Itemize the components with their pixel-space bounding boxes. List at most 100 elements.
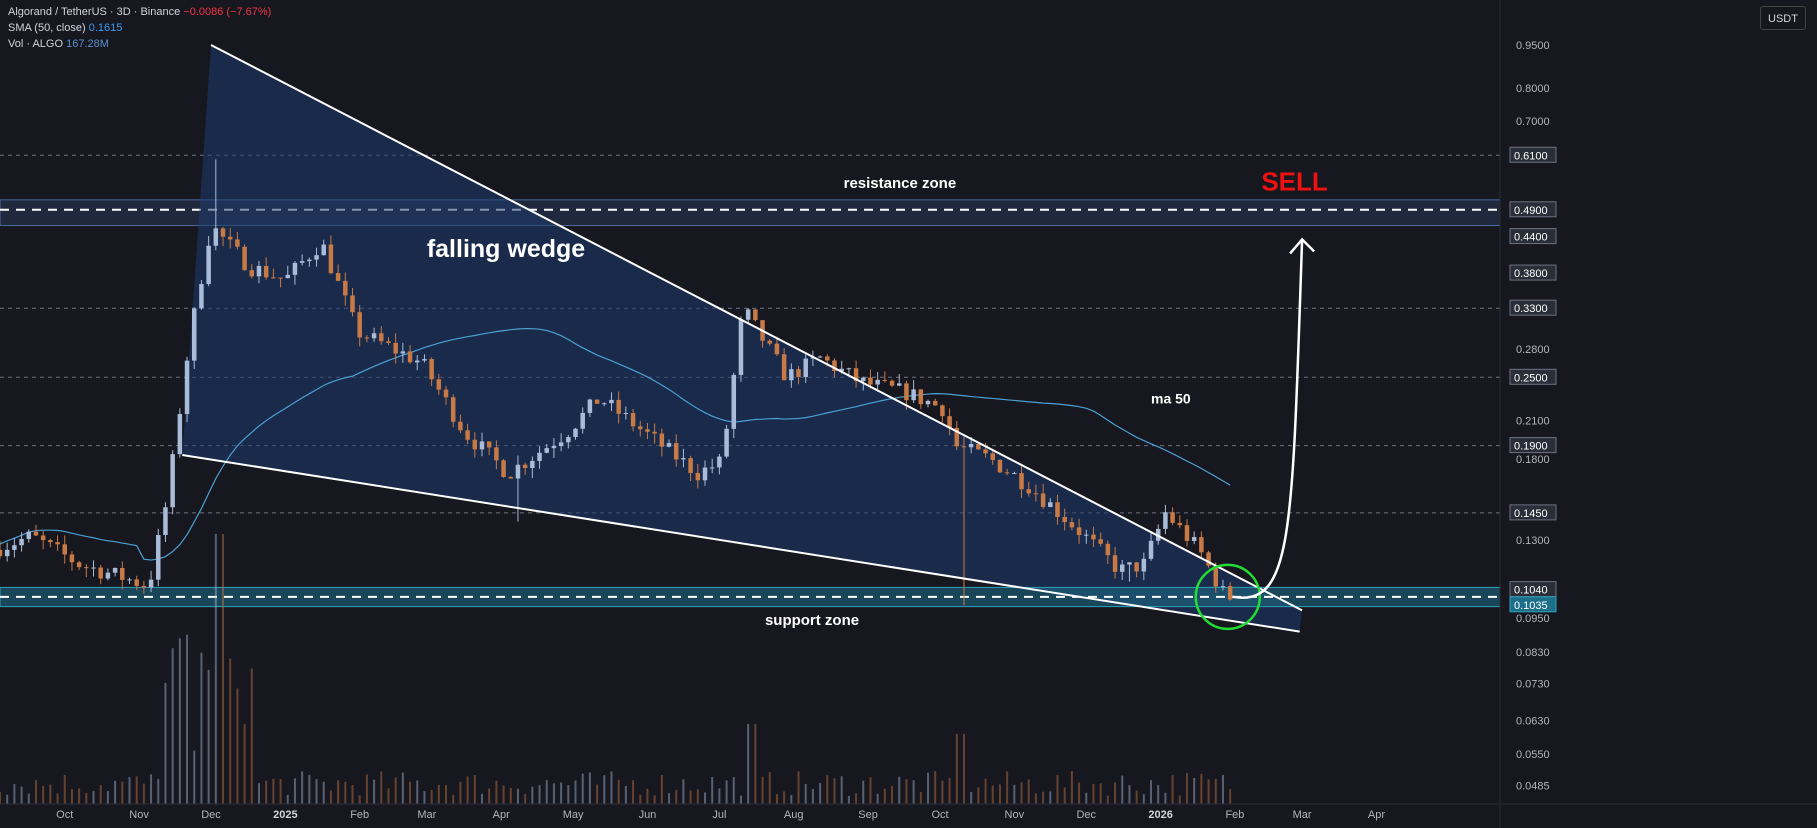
price-level-box	[1509, 596, 1557, 613]
price-tick: 0.7000	[1516, 116, 1550, 128]
volume-bar	[1150, 780, 1153, 804]
candle-body	[666, 443, 672, 447]
ma50-label: ma 50	[1151, 391, 1191, 407]
volume-bar	[0, 792, 1, 804]
candle-body	[695, 472, 701, 481]
candle-body	[1134, 562, 1139, 572]
candle-body	[191, 308, 197, 361]
candle-body	[990, 453, 996, 460]
candle-body	[112, 567, 118, 573]
candle-body	[1163, 512, 1168, 529]
volume-bar	[315, 779, 318, 804]
volume-bar	[1229, 789, 1232, 804]
volume-bar	[1056, 775, 1059, 804]
volume-bar	[92, 790, 95, 804]
candle-body	[832, 360, 837, 372]
candle-body	[407, 351, 413, 363]
candle-body	[904, 383, 909, 401]
price-tick: 0.9500	[1516, 40, 1550, 52]
volume-bar	[178, 638, 181, 804]
candle-body	[1069, 522, 1075, 528]
price-tick: 0.2800	[1516, 344, 1550, 356]
candle-body	[882, 379, 888, 381]
volume-bar	[747, 724, 750, 804]
volume-bar	[1221, 774, 1224, 804]
candle-body	[573, 428, 578, 438]
time-tick: Aug	[784, 809, 804, 821]
volume-bar	[1171, 775, 1174, 804]
price-level-box	[1509, 299, 1557, 316]
volume-bar	[301, 771, 304, 804]
price-level-box	[1509, 368, 1557, 385]
volume-bar	[1135, 790, 1138, 804]
candle-body	[40, 535, 46, 541]
time-tick: Feb	[350, 809, 369, 821]
volume-bar	[207, 669, 210, 804]
candle-body	[745, 309, 751, 320]
candle-body	[846, 368, 852, 370]
volume-bar	[1214, 778, 1217, 804]
candle-body	[796, 369, 801, 378]
candle-body	[285, 274, 291, 279]
volume-bar	[1185, 773, 1188, 804]
volume-bar	[696, 789, 699, 804]
candle-body	[781, 354, 787, 381]
volume-bar	[200, 652, 203, 804]
candle-body	[436, 379, 442, 390]
volume-layer	[0, 534, 1232, 804]
volume-bar	[387, 788, 390, 804]
volume-bar	[617, 779, 620, 804]
volume-bar	[409, 781, 412, 804]
volume-bar	[351, 785, 354, 804]
volume-bar	[1092, 784, 1095, 804]
time-tick: Apr	[1368, 809, 1385, 821]
currency-button[interactable]: USDT	[1760, 6, 1806, 30]
candle-body	[314, 255, 319, 260]
candle-body	[450, 397, 456, 422]
volume-bar	[380, 771, 383, 804]
volume-bar	[732, 777, 735, 804]
candle-body	[1033, 493, 1039, 495]
candle-body	[206, 245, 211, 285]
volume-bar	[934, 771, 937, 804]
candle-body	[1105, 543, 1111, 556]
candle-body	[48, 540, 53, 543]
time-tick: Apr	[493, 809, 510, 821]
candle-body	[932, 400, 938, 406]
volume-bar	[27, 793, 30, 804]
candle-body	[983, 449, 988, 454]
candle-body	[609, 399, 614, 404]
volume-bar	[682, 779, 685, 804]
price-level-label: 0.6100	[1514, 150, 1548, 162]
volume-bar	[257, 783, 260, 804]
volume-bar	[293, 778, 296, 804]
volume-bar	[430, 789, 433, 804]
candle-body	[594, 399, 600, 404]
candle-body	[587, 399, 593, 413]
volume-bar	[689, 790, 692, 804]
volume-bar	[243, 724, 246, 804]
candle-body	[1220, 586, 1226, 588]
volume-value: 167.28M	[66, 38, 109, 50]
candle-body	[263, 265, 269, 278]
volume-bar	[941, 780, 944, 804]
candle-body	[379, 333, 384, 342]
volume-bar	[704, 792, 706, 804]
volume-bar	[847, 795, 850, 804]
volume-bar	[603, 775, 606, 804]
time-tick: Feb	[1225, 809, 1244, 821]
price-tick: 0.0485	[1516, 781, 1550, 793]
price-level-box	[1509, 228, 1557, 245]
candle-body	[522, 464, 528, 468]
candle-body	[1119, 564, 1125, 572]
candle-body	[1184, 525, 1190, 541]
candle-body	[393, 342, 398, 354]
volume-bar	[977, 787, 980, 804]
candle-body	[803, 358, 808, 378]
candle-body	[738, 319, 744, 375]
volume-bar	[452, 794, 455, 804]
volume-bar	[790, 795, 793, 804]
candle-body	[33, 531, 39, 536]
